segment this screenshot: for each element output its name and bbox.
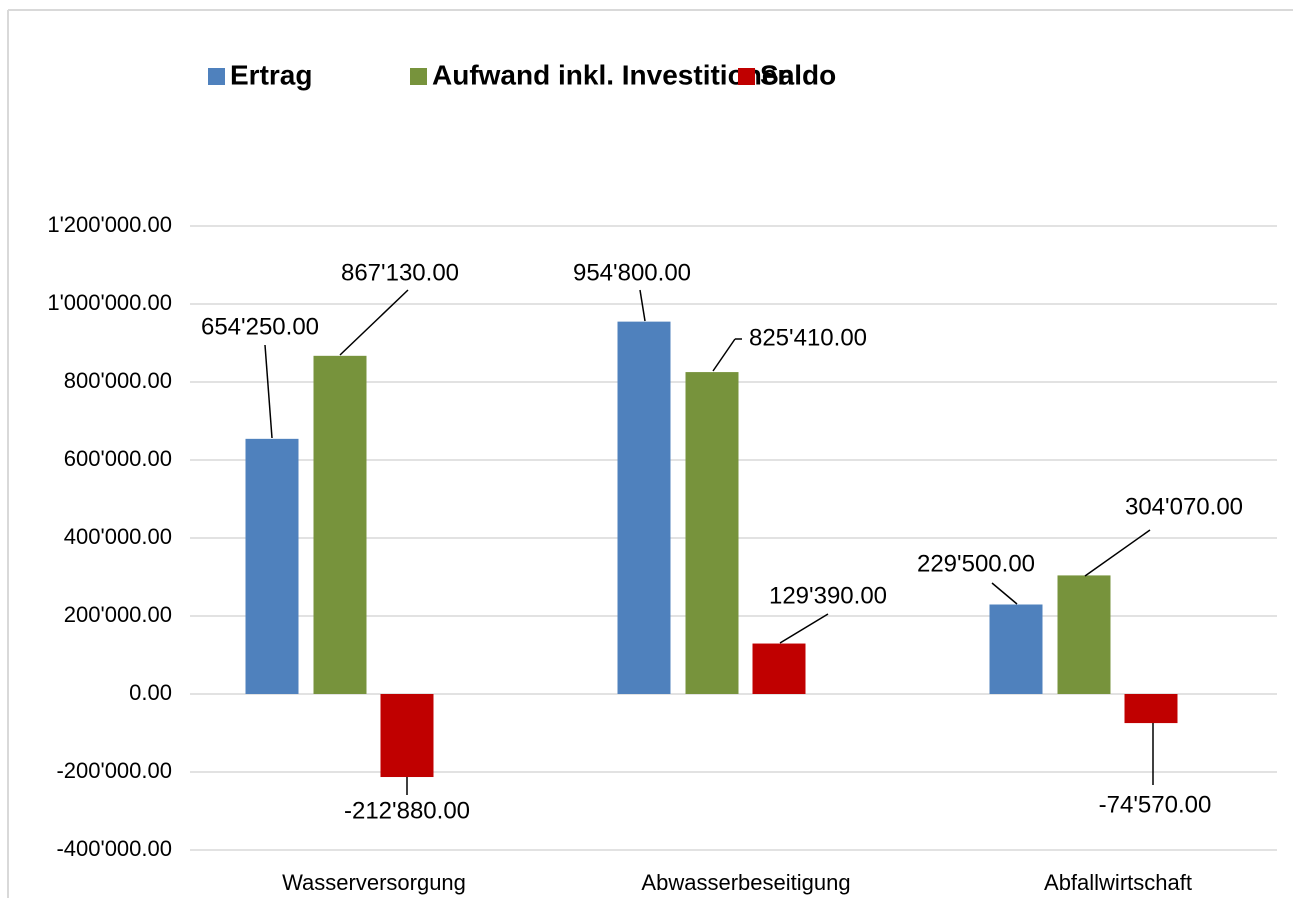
leader-line: [1084, 529, 1151, 577]
bar: [313, 355, 367, 694]
x-tick-label: Wasserversorgung: [282, 870, 466, 895]
y-tick-label: -200'000.00: [56, 758, 172, 783]
bar: [1124, 694, 1178, 724]
data-label: -74'570.00: [1099, 791, 1212, 818]
y-tick-label: 600'000.00: [64, 446, 172, 471]
bar: [685, 372, 739, 694]
legend-swatch: [738, 68, 755, 85]
y-tick-label: 1'200'000.00: [47, 212, 172, 237]
leader-line: [712, 338, 736, 372]
leader-line: [264, 344, 273, 439]
y-tick-label: 200'000.00: [64, 602, 172, 627]
bar: [380, 694, 434, 778]
leader-line: [339, 289, 409, 356]
x-tick-label: Abwasserbeseitigung: [641, 870, 850, 895]
data-label: 654'250.00: [201, 313, 319, 340]
leader-line: [991, 582, 1018, 605]
y-tick-label: -400'000.00: [56, 836, 172, 861]
data-label: 129'390.00: [769, 582, 887, 609]
x-tick-label: Abfallwirtschaft: [1044, 870, 1192, 895]
bar: [617, 321, 671, 694]
y-tick-label: 800'000.00: [64, 368, 172, 393]
legend-label: Saldo: [760, 59, 836, 90]
bar: [989, 604, 1043, 694]
bar: [752, 643, 806, 694]
leader-line: [779, 613, 829, 644]
legend-label: Ertrag: [230, 59, 312, 90]
leader-line: [639, 289, 646, 322]
legend-swatch: [410, 68, 427, 85]
data-label: 954'800.00: [573, 259, 691, 286]
y-tick-label: 1'000'000.00: [47, 290, 172, 315]
legend-swatch: [208, 68, 225, 85]
data-label: -212'880.00: [344, 797, 470, 824]
y-tick-label: 0.00: [129, 680, 172, 705]
data-label: 867'130.00: [341, 259, 459, 286]
legend-label: Aufwand inkl. Investitionen: [432, 59, 794, 90]
bar: [1057, 575, 1111, 694]
bar: [245, 438, 299, 694]
data-label: 825'410.00: [749, 324, 867, 351]
data-label: 229'500.00: [917, 550, 1035, 577]
y-tick-label: 400'000.00: [64, 524, 172, 549]
data-label: 304'070.00: [1125, 493, 1243, 520]
